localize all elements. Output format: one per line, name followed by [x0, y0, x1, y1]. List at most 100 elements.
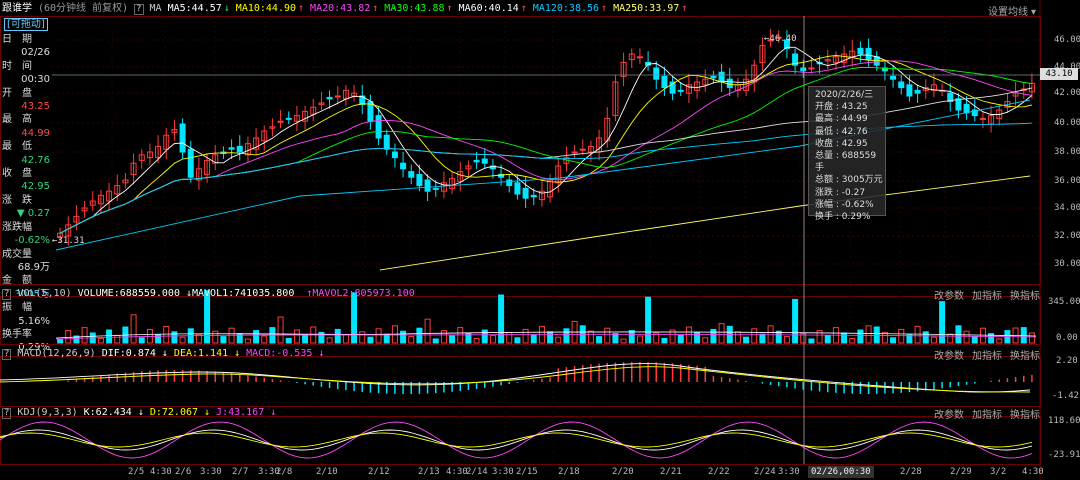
volume-bar	[498, 294, 505, 344]
volume-bar	[220, 336, 227, 344]
candle-body	[661, 75, 668, 89]
tooltip-date: 2020/2/26/三	[815, 90, 874, 100]
kdj-change-indicator[interactable]: 换指标	[1010, 410, 1040, 421]
x-tick-11: 4:30	[446, 467, 468, 477]
candle-body	[865, 47, 872, 61]
volume-bar	[244, 338, 251, 344]
candle-body	[898, 81, 905, 89]
volume-bar	[587, 330, 594, 344]
candle-body	[555, 165, 562, 184]
candle-body	[302, 110, 309, 122]
info-panel[interactable]: [可拖动] 日 期 02/26 时 间 00:30 开 盘 43.25 最 高 44.99 最 …	[0, 16, 52, 355]
vol-title[interactable]: VOL(5,10)	[17, 288, 72, 299]
candle-body	[530, 194, 537, 198]
volume-bar	[530, 334, 537, 344]
volume-bar	[195, 333, 202, 344]
macd-modify-params[interactable]: 改参数	[934, 351, 964, 362]
candle-body	[473, 159, 480, 163]
candle-body	[1012, 92, 1019, 97]
volume-bar	[489, 334, 496, 344]
current-price-tag: 43.10	[1040, 68, 1078, 80]
dea-line	[0, 366, 1031, 393]
ma-tag[interactable]: MA	[149, 3, 162, 14]
volume-bar	[824, 335, 831, 344]
macd-dif: DIF:0.874 ↓	[101, 348, 168, 359]
ma-arrow-6: ↑	[681, 3, 688, 14]
settings-ma-label[interactable]: 设置均线	[987, 7, 1028, 18]
draggable-badge[interactable]: [可拖动]	[4, 18, 48, 31]
settings-ma-button[interactable]: 设置均线 ▾	[980, 3, 1036, 18]
info-row-16: 成交量	[2, 248, 32, 260]
tooltip-label: 涨幅	[815, 199, 834, 210]
tooltip-label: 最高	[815, 114, 834, 125]
volume-bar	[808, 338, 815, 344]
vol-add-indicator[interactable]: 加指标	[972, 291, 1002, 302]
info-row-18: 金 额	[2, 275, 32, 287]
volume-bar	[163, 325, 170, 344]
volume-bar	[65, 330, 72, 344]
volume-bar	[179, 336, 186, 344]
candle-body	[726, 78, 733, 89]
info-row-13: ▼ 0.27	[16, 208, 50, 220]
x-tick-13: 3:30	[492, 467, 514, 477]
kdj-y-bottom: -23.91	[1048, 450, 1080, 460]
candle-body	[906, 84, 913, 97]
volume-bar	[334, 328, 341, 344]
volume-bar	[988, 333, 995, 344]
tooltip-label: 开盘	[815, 102, 834, 113]
x-tick-24: 4:30	[1022, 467, 1044, 477]
help-button[interactable]: ?	[134, 4, 144, 15]
candle-body	[890, 75, 897, 80]
volume-bar	[383, 333, 390, 344]
volume-bar	[596, 336, 603, 344]
tooltip-row-5: 总额 : 3005万元	[815, 175, 883, 186]
volume-bar	[97, 337, 104, 344]
candle-body	[636, 56, 643, 59]
volume-bar	[792, 298, 799, 344]
candle-body	[547, 179, 554, 198]
vol-mavol1: ↓MAVOL1:741035.800	[185, 288, 295, 299]
x-tick-0: 2/5	[128, 467, 145, 477]
ma-line-30	[59, 66, 1032, 234]
x-tick-5: 2/7	[232, 467, 249, 477]
volume-bar	[563, 328, 570, 344]
volume-bar	[783, 336, 790, 344]
volume-bar	[645, 296, 652, 344]
tooltip-value: 42.76	[841, 126, 868, 137]
info-rows: 日 期 02/26 时 间 00:30 开 盘 43.25 最 高 44.99 最 低 42.76…	[0, 33, 52, 355]
vol-help-button[interactable]: ?	[2, 289, 12, 300]
volume-bar	[424, 318, 431, 344]
macd-change-indicator[interactable]: 换指标	[1010, 351, 1040, 362]
kdj-add-indicator[interactable]: 加指标	[972, 410, 1002, 421]
macd-help-button[interactable]: ?	[2, 349, 12, 360]
y-tick-3: 40.00	[1054, 118, 1080, 128]
candle-body	[57, 232, 64, 238]
macd-add-indicator[interactable]: 加指标	[972, 351, 1002, 362]
vol-change-indicator[interactable]: 换指标	[1010, 291, 1040, 302]
info-row-15: -0.62%	[14, 235, 50, 247]
ma-label-5: MA120:38.56	[532, 3, 600, 14]
candle-body	[457, 171, 464, 182]
volume-bar	[939, 301, 946, 344]
volume-bar	[293, 329, 300, 344]
volume-bar	[653, 332, 660, 344]
macd-title[interactable]: MACD(12,26,9)	[17, 348, 96, 359]
volume-bar	[906, 334, 913, 344]
kdj-modify-params[interactable]: 改参数	[934, 410, 964, 421]
kdj-help-button[interactable]: ?	[2, 408, 12, 419]
candle-body	[628, 53, 635, 61]
candle-body	[269, 126, 276, 129]
x-tick-14: 2/15	[516, 467, 538, 477]
kdj-title[interactable]: KDJ(9,3,3)	[17, 407, 78, 418]
volume-bar	[253, 330, 260, 344]
volume-bar	[481, 329, 488, 344]
candle-body	[212, 154, 219, 164]
y-tick-8: 30.00	[1054, 259, 1080, 269]
candle-body	[277, 120, 284, 123]
vol-modify-params[interactable]: 改参数	[934, 291, 964, 302]
volume-bar	[865, 325, 872, 344]
vol-tools: 改参数 加指标 换指标	[926, 287, 1040, 302]
candle-body	[326, 96, 333, 100]
candle-body	[955, 98, 962, 111]
